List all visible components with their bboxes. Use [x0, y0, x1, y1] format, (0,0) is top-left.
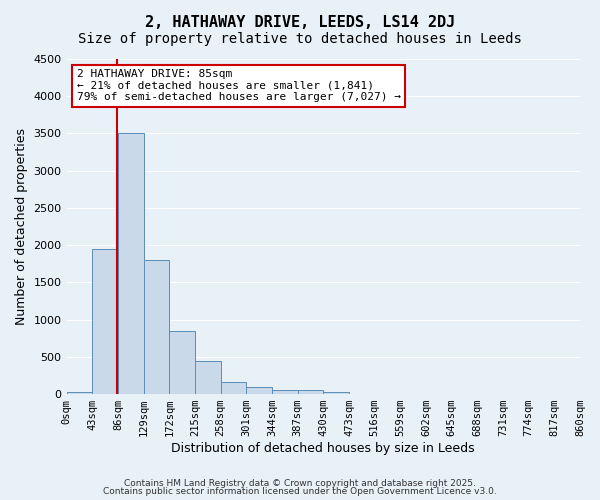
- Bar: [246, 388, 272, 394]
- Y-axis label: Number of detached properties: Number of detached properties: [15, 128, 28, 325]
- Bar: [272, 390, 298, 394]
- Bar: [143, 260, 169, 394]
- Bar: [221, 382, 246, 394]
- Bar: [298, 390, 323, 394]
- Bar: [118, 134, 143, 394]
- Bar: [169, 331, 195, 394]
- Bar: [92, 249, 118, 394]
- Text: 2 HATHAWAY DRIVE: 85sqm
← 21% of detached houses are smaller (1,841)
79% of semi: 2 HATHAWAY DRIVE: 85sqm ← 21% of detache…: [77, 69, 401, 102]
- X-axis label: Distribution of detached houses by size in Leeds: Distribution of detached houses by size …: [172, 442, 475, 455]
- Text: 2, HATHAWAY DRIVE, LEEDS, LS14 2DJ: 2, HATHAWAY DRIVE, LEEDS, LS14 2DJ: [145, 15, 455, 30]
- Text: Contains HM Land Registry data © Crown copyright and database right 2025.: Contains HM Land Registry data © Crown c…: [124, 478, 476, 488]
- Text: Size of property relative to detached houses in Leeds: Size of property relative to detached ho…: [78, 32, 522, 46]
- Text: Contains public sector information licensed under the Open Government Licence v3: Contains public sector information licen…: [103, 487, 497, 496]
- Bar: [67, 392, 92, 394]
- Bar: [323, 392, 349, 394]
- Bar: [195, 360, 221, 394]
